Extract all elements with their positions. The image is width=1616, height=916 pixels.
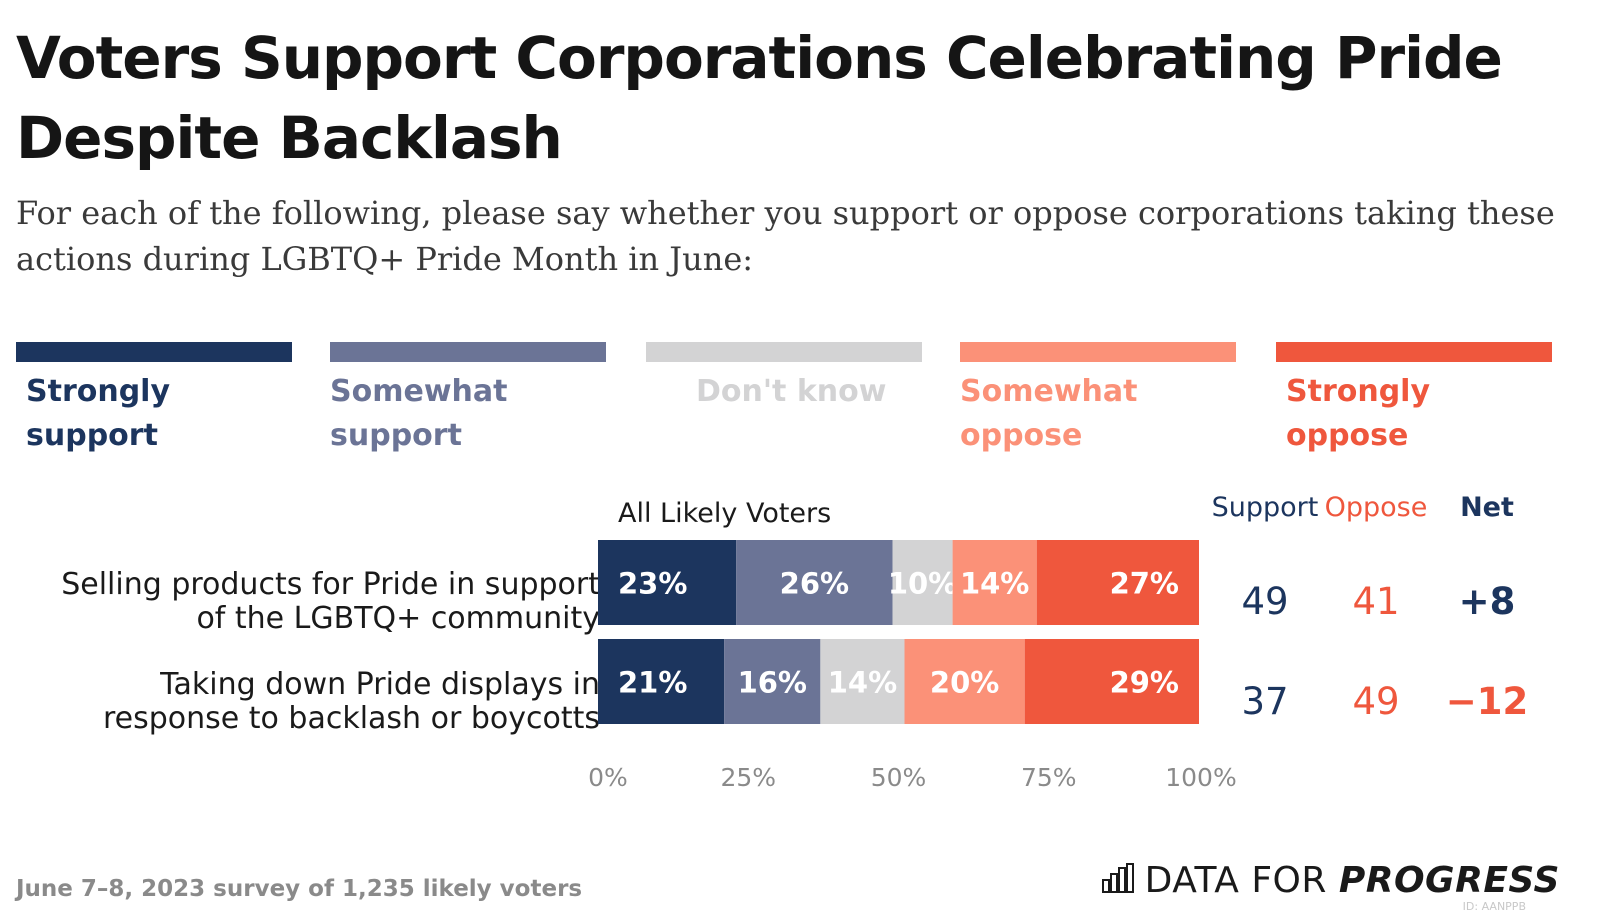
survey-note: June 7–8, 2023 survey of 1,235 likely vo… — [16, 876, 583, 902]
data-label: 23% — [618, 567, 687, 601]
legend-swatch — [16, 342, 292, 362]
oppose-column-header: Oppose — [1324, 492, 1428, 523]
net-column-header: Net — [1460, 492, 1514, 523]
x-tick-label: 0% — [588, 763, 628, 792]
x-tick-label: 75% — [1021, 763, 1077, 792]
brand-name: DATA FOR PROGRESS — [1145, 860, 1560, 901]
bar-chart-icon — [1101, 862, 1135, 899]
bar-segment-strongly-support-row-1 — [598, 540, 737, 625]
data-label: 21% — [618, 666, 687, 700]
x-tick-label: 100% — [1165, 763, 1236, 792]
legend-label: Strongly support — [26, 374, 171, 453]
x-tick-label: 50% — [871, 763, 927, 792]
brand-name-bold: PROGRESS — [1338, 860, 1560, 901]
brand-name-plain: DATA FOR — [1144, 860, 1327, 901]
data-label: 10% — [888, 567, 957, 601]
chart-title: Voters Support Corporations Celebrating … — [16, 24, 1503, 172]
net-value-taking-down-displays: −12 — [1445, 680, 1529, 723]
bar-segment-somewhat-support-row-1 — [736, 540, 893, 625]
data-label: 29% — [1110, 666, 1179, 700]
oppose-value-taking-down-displays: 49 — [1352, 680, 1400, 723]
legend-label: Somewhat support — [330, 374, 508, 453]
data-label: 14% — [960, 567, 1029, 601]
x-tick-label: 25% — [720, 763, 776, 792]
legend-item-strongly-oppose: Strongly oppose — [1276, 342, 1552, 458]
bar-segment-strongly-oppose-row-2 — [1024, 639, 1199, 724]
row-label-selling-products: Selling products for Pride in support of… — [61, 567, 600, 636]
legend-label: Don't know — [696, 374, 887, 409]
support-value-selling-products: 49 — [1241, 580, 1289, 623]
bar-segment-somewhat-oppose-row-2 — [904, 639, 1025, 724]
brand-logo: DATA FOR PROGRESS — [1101, 860, 1560, 901]
legend-item-somewhat-oppose: Somewhat oppose — [960, 342, 1236, 458]
legend-swatch — [960, 342, 1236, 362]
bar-segment-somewhat-oppose-row-1 — [952, 540, 1037, 625]
bar-segment-strongly-support-row-2 — [598, 639, 725, 724]
legend-swatch — [330, 342, 606, 362]
data-label: 20% — [930, 666, 999, 700]
data-label: 14% — [828, 666, 897, 700]
group-label: All Likely Voters — [618, 498, 832, 529]
data-label: 26% — [780, 567, 849, 601]
legend-label: Strongly oppose — [1286, 374, 1431, 453]
bar-segment-strongly-oppose-row-1 — [1036, 540, 1199, 625]
support-value-taking-down-displays: 37 — [1241, 680, 1289, 723]
support-column-header: Support — [1211, 492, 1319, 523]
legend-item-somewhat-support: Somewhat support — [330, 342, 606, 458]
legend-swatch — [646, 342, 922, 362]
net-value-selling-products: +8 — [1458, 580, 1516, 623]
bar-segment-don-t-know-row-2 — [820, 639, 905, 724]
legend-item-don-t-know: Don't know — [646, 342, 922, 414]
bar-segment-don-t-know-row-1 — [892, 540, 953, 625]
chart-id: ID: AANPPB — [1462, 900, 1526, 913]
oppose-value-selling-products: 41 — [1352, 580, 1400, 623]
legend-label: Somewhat oppose — [960, 374, 1138, 453]
row-label-taking-down-displays: Taking down Pride displays in response t… — [102, 667, 600, 736]
legend-item-strongly-support: Strongly support — [16, 342, 292, 458]
legend-swatch — [1276, 342, 1552, 362]
bar-segment-somewhat-support-row-2 — [724, 639, 821, 724]
data-label: 16% — [738, 666, 807, 700]
data-label: 27% — [1110, 567, 1179, 601]
chart-subtitle: For each of the following, please say wh… — [16, 194, 1555, 278]
